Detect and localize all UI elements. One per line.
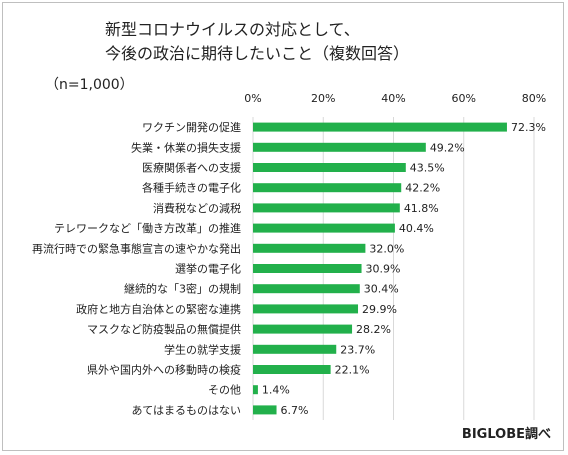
category-label: 再流行時での緊急事態宣言の速やかな発出 (32, 241, 241, 255)
data-label: 28.2% (356, 323, 391, 336)
bar (253, 324, 353, 334)
category-label: ワクチン開発の促進 (142, 120, 241, 134)
x-tick-label: 40% (381, 92, 405, 105)
data-label: 32.0% (369, 242, 404, 255)
bar (253, 385, 258, 395)
x-tick-label: 80% (522, 92, 546, 105)
data-label: 41.8% (404, 202, 439, 215)
bar (253, 304, 359, 314)
value-labels: 72.3% 49.2% 43.5% 42.2% 41.8% 40.4% 32.0% 30.9%… (262, 121, 546, 417)
data-label: 1.4% (262, 384, 290, 397)
bar (253, 405, 277, 415)
bar (253, 223, 395, 233)
x-tick-label: 60% (452, 92, 476, 105)
data-label: 22.1% (335, 364, 370, 377)
category-label: 選挙の電子化 (175, 262, 241, 276)
category-label: 各種手続きの電子化 (142, 181, 241, 195)
category-label: テレワークなど「働き方改革」の推進 (54, 221, 241, 235)
category-label: 学生の就学支援 (164, 342, 241, 356)
category-label: あてはまるものはない (131, 404, 241, 417)
data-label: 43.5% (410, 162, 445, 175)
bar (253, 243, 366, 253)
chart-title-line-2: 今後の政治に期待したいこと（複数回答） (105, 44, 410, 63)
bar (253, 365, 331, 374)
category-labels: ワクチン開発の促進失業・休業の損失支援医療関係者への支援各種手続きの電子化消費税… (32, 120, 241, 417)
category-label: その他 (208, 384, 241, 397)
bar (253, 284, 360, 294)
data-label: 40.4% (399, 222, 434, 235)
bars (253, 122, 507, 415)
data-label: 30.4% (364, 283, 399, 296)
bar (253, 163, 406, 172)
category-label: 継続的な「3密」の規制 (124, 282, 241, 296)
data-label: 42.2% (405, 182, 440, 195)
data-label: 29.9% (362, 303, 397, 316)
x-tick-label: 0% (244, 92, 261, 105)
category-label: 消費税などの減税 (153, 201, 241, 215)
data-label: 49.2% (430, 141, 465, 154)
data-label: 72.3% (511, 121, 546, 134)
data-label: 6.7% (281, 404, 309, 417)
source-credit: BIGLOBE調べ (461, 427, 551, 442)
category-label: 失業・休業の損失支援 (131, 140, 241, 154)
bar (253, 344, 337, 354)
data-label: 30.9% (366, 263, 401, 276)
bar (253, 183, 402, 193)
data-label: 23.7% (340, 343, 375, 356)
bar (253, 203, 400, 213)
category-label: マスクなど防疫製品の無償提供 (87, 322, 241, 336)
bar (253, 264, 362, 273)
x-axis-ticks: 0% 20% 40% 60% 80% (244, 92, 546, 105)
bar (253, 122, 507, 132)
sample-size-note: （n=1,000） (45, 77, 134, 93)
chart-title-line-1: 新型コロナウイルスの対応として、 (105, 20, 360, 39)
category-label: 県外や国内外への移動時の検疫 (87, 363, 241, 377)
bar (253, 142, 426, 152)
x-tick-label: 20% (311, 92, 335, 105)
category-label: 政府と地方自治体との緊密な連携 (76, 302, 241, 316)
category-label: 医療関係者への支援 (142, 161, 241, 175)
